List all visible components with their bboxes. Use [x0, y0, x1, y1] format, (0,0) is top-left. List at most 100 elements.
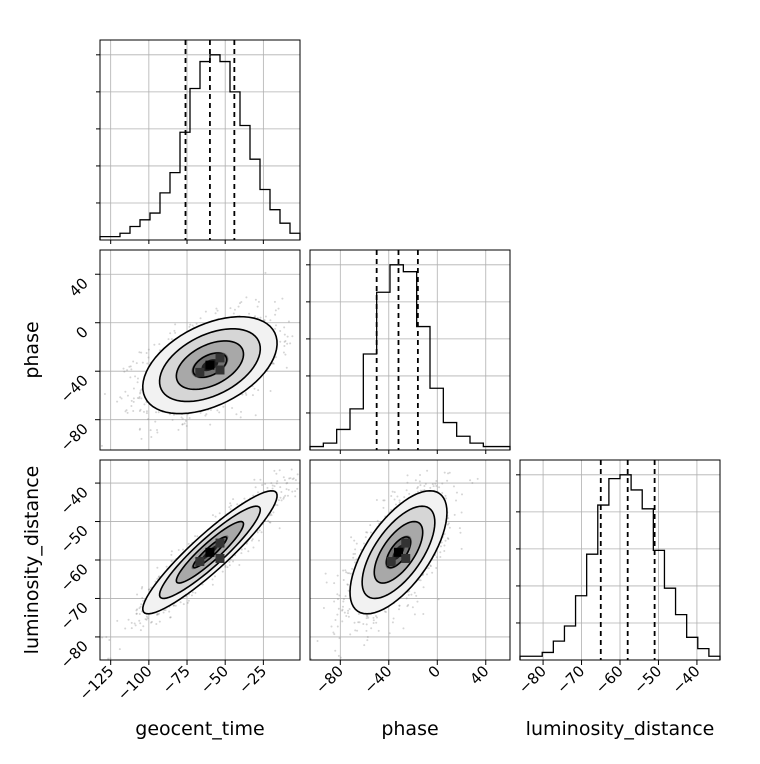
sample-point: [285, 366, 288, 369]
sample-point: [134, 624, 137, 627]
sample-point: [362, 623, 365, 626]
sample-point: [289, 342, 292, 345]
x-tick-label: −75: [159, 662, 194, 697]
sample-point: [419, 579, 422, 582]
sample-point: [338, 594, 341, 597]
sample-point: [282, 497, 285, 500]
sample-point: [226, 566, 229, 569]
sample-point: [256, 491, 259, 494]
sample-point: [244, 547, 247, 550]
sample-point: [422, 613, 425, 616]
sample-point: [233, 308, 236, 311]
sample-point: [192, 453, 194, 455]
y-tick-label: 0: [72, 323, 91, 342]
sample-point: [341, 608, 344, 611]
sample-point: [190, 594, 193, 597]
sample-point: [431, 483, 434, 486]
sample-point: [353, 539, 356, 542]
sample-point: [157, 472, 159, 474]
sample-point: [453, 513, 456, 516]
sample-point: [342, 578, 345, 581]
sample-point: [138, 613, 141, 616]
sample-point: [138, 619, 141, 622]
sample-point: [228, 560, 231, 563]
sample-point: [150, 621, 153, 624]
y-tick-label: −50: [57, 522, 92, 557]
sample-point: [156, 577, 159, 580]
sample-point: [302, 350, 304, 352]
contour-line-2: [175, 340, 245, 391]
sample-point: [230, 504, 233, 507]
sample-point: [188, 325, 191, 328]
sample-point: [372, 619, 375, 622]
sample-point: [283, 344, 286, 347]
sample-point: [184, 419, 187, 422]
sample-point: [139, 389, 142, 392]
sample-point: [290, 468, 293, 471]
sample-point: [150, 620, 153, 623]
sample-point: [232, 498, 235, 501]
sample-point: [344, 569, 347, 572]
sample-point: [416, 600, 419, 603]
sample-point: [154, 420, 157, 423]
sample-point: [158, 575, 161, 578]
sample-point: [435, 567, 438, 570]
sample-point: [333, 633, 336, 636]
sample-point: [147, 418, 150, 421]
x-axis-label: geocent_time: [135, 718, 264, 740]
sample-point: [358, 621, 361, 624]
contour-line-0: [141, 315, 278, 415]
sample-point: [383, 499, 386, 502]
sample-point: [276, 504, 279, 507]
sample-point: [429, 486, 432, 489]
core-cell: [195, 557, 205, 567]
sample-point: [441, 492, 444, 495]
sample-point: [398, 499, 401, 502]
sample-point: [232, 312, 235, 315]
sample-point: [429, 564, 432, 567]
sample-point: [357, 621, 360, 624]
sample-point: [248, 312, 251, 315]
histogram-phase: [309, 264, 511, 450]
sample-point: [355, 558, 358, 561]
sample-point: [443, 549, 446, 552]
sample-point: [204, 414, 207, 417]
sample-point: [364, 536, 367, 539]
sample-point: [229, 502, 232, 505]
sample-point: [271, 484, 274, 487]
sample-point: [279, 486, 282, 489]
scatter-panel-phase-luminosity_distance: [309, 459, 511, 661]
sample-point: [253, 387, 256, 390]
sample-point: [195, 322, 198, 325]
sample-point: [148, 588, 151, 591]
sample-point: [476, 477, 479, 480]
sample-point: [370, 627, 373, 630]
sample-point: [240, 548, 243, 551]
sample-point: [281, 297, 284, 300]
sample-point: [423, 484, 426, 487]
sample-point: [157, 576, 160, 579]
sample-point: [363, 644, 366, 647]
sample-point: [156, 566, 159, 569]
sample-point: [275, 482, 278, 485]
sample-point: [271, 362, 274, 365]
sample-point: [435, 479, 438, 482]
sample-point: [342, 600, 345, 603]
sample-point: [444, 494, 447, 497]
sample-point: [458, 527, 461, 530]
y-axis-label: luminosity_distance: [21, 466, 43, 655]
core-cells: [386, 538, 411, 567]
sample-point: [135, 612, 138, 615]
sample-point: [172, 604, 175, 607]
core-cell: [393, 547, 403, 557]
sample-point: [122, 367, 125, 370]
sample-point: [375, 621, 378, 624]
sample-point: [177, 549, 180, 552]
sample-point: [222, 405, 225, 408]
sample-point: [393, 491, 396, 494]
sample-point: [366, 635, 369, 638]
sample-point: [254, 315, 257, 318]
sample-point: [407, 593, 410, 596]
sample-point: [415, 594, 418, 597]
sample-point: [186, 601, 189, 604]
